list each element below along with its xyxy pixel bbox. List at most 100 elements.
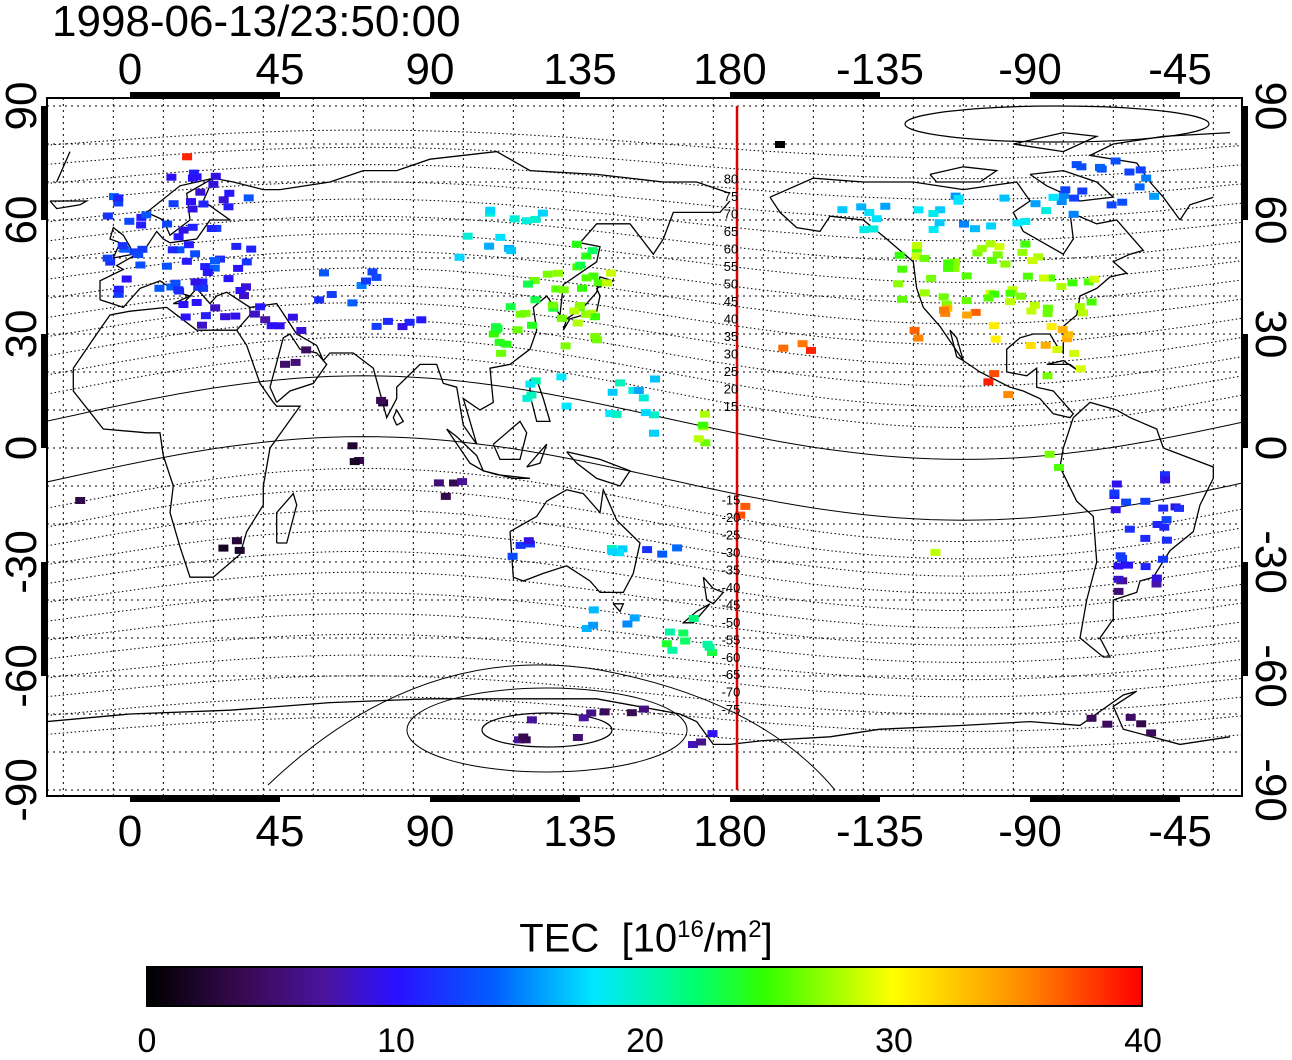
bottom-lon-label: 45 xyxy=(256,807,305,856)
tec-cell xyxy=(296,327,307,334)
tec-cell xyxy=(1089,275,1100,283)
tec-cell xyxy=(806,346,816,354)
tec-cell xyxy=(1123,561,1133,569)
contour-label: -30 xyxy=(722,545,741,560)
tec-cell xyxy=(642,546,653,554)
tec-cell xyxy=(195,188,206,196)
tec-cell xyxy=(911,252,922,260)
tec-cell xyxy=(113,194,124,202)
frame-bar xyxy=(730,796,880,802)
tec-cell xyxy=(243,194,254,202)
coastline xyxy=(49,200,90,210)
tec-cell xyxy=(515,310,526,318)
tec-cell xyxy=(457,478,468,486)
colorbar xyxy=(146,966,1143,1007)
tec-cell xyxy=(986,256,997,264)
tec-cell xyxy=(356,282,367,289)
bottom-lon-label: 180 xyxy=(693,807,766,856)
geomagnetic-contour xyxy=(47,353,1242,429)
geomagnetic-contour xyxy=(47,592,1242,646)
tec-cell xyxy=(775,141,785,148)
tec-cell xyxy=(934,219,945,227)
tec-cell xyxy=(1022,272,1033,280)
tec-cell xyxy=(588,606,599,614)
tec-cell xyxy=(649,429,659,437)
tec-cell xyxy=(667,646,678,654)
tec-cell xyxy=(602,279,613,287)
tec-cell xyxy=(989,370,1000,378)
tec-cell xyxy=(206,225,217,232)
colorbar-tick: 20 xyxy=(626,1022,664,1060)
tec-cell xyxy=(319,269,329,277)
tec-cell xyxy=(105,258,116,266)
tec-cell xyxy=(859,226,870,234)
contour-label: -45 xyxy=(722,597,741,612)
top-lon-label: -45 xyxy=(1148,45,1212,94)
tec-cell xyxy=(135,261,146,269)
tec-cell xyxy=(162,220,173,228)
tec-cell xyxy=(1113,562,1124,570)
tec-cell xyxy=(523,537,534,545)
tec-cell xyxy=(119,245,130,253)
coastline xyxy=(492,420,528,461)
left-lat-label: 30 xyxy=(0,310,46,359)
geomagnetic-contour xyxy=(47,571,1242,629)
colorbar-tick: 40 xyxy=(1124,1022,1162,1060)
tec-cell xyxy=(572,319,583,327)
tec-cell xyxy=(1174,504,1184,512)
tec-cell xyxy=(868,225,879,233)
tec-cell xyxy=(983,378,994,386)
left-lat-label: -30 xyxy=(0,530,46,594)
top-lon-label: 135 xyxy=(543,45,616,94)
tec-cell xyxy=(361,277,371,285)
tec-cell xyxy=(117,242,128,250)
tec-cell xyxy=(661,640,672,648)
tec-cell xyxy=(113,290,124,298)
bottom-lon-label: -45 xyxy=(1148,807,1212,856)
tec-cell xyxy=(572,734,583,741)
tec-cell xyxy=(1149,192,1160,200)
geomagnetic-contour xyxy=(47,530,1242,594)
frame-bar xyxy=(1242,562,1248,676)
tec-cell xyxy=(260,316,271,324)
tec-cell xyxy=(449,479,459,487)
tec-cell xyxy=(197,278,208,286)
contour-label: 60 xyxy=(724,242,738,257)
tec-cell xyxy=(141,211,152,219)
tec-cell xyxy=(210,304,221,312)
tec-cell xyxy=(943,259,954,267)
tec-cell xyxy=(989,290,1000,298)
frame-bar xyxy=(41,334,47,448)
contour-labels: 80 75 70 65 60 55 50 45 40 35 30 25 20 15 -15 -20 -25 -30… xyxy=(722,172,741,718)
top-lon-label: 45 xyxy=(256,45,305,94)
tec-cell xyxy=(970,225,980,233)
tec-cell xyxy=(1083,278,1094,286)
tec-cell xyxy=(433,479,444,487)
tec-cell xyxy=(173,233,184,241)
tec-cell xyxy=(1057,326,1068,334)
geomagnetic-contour xyxy=(47,436,1242,521)
tec-cell xyxy=(688,615,699,622)
tec-cell xyxy=(1020,240,1031,248)
tec-cell xyxy=(551,285,562,293)
tec-cell xyxy=(587,247,598,255)
tec-cell xyxy=(1041,207,1052,215)
tec-cell xyxy=(935,206,946,214)
tec-cell xyxy=(588,272,599,280)
tec-cell xyxy=(1016,292,1027,300)
tec-cell xyxy=(1005,289,1016,297)
tec-cell xyxy=(178,301,189,308)
frame-bar xyxy=(430,92,580,98)
tec-cell xyxy=(522,217,532,225)
tec-cell xyxy=(649,411,659,419)
colorbar-tick: 30 xyxy=(875,1022,913,1060)
tec-cell xyxy=(1063,331,1074,339)
tec-cell xyxy=(581,625,592,632)
tec-cell xyxy=(505,303,516,311)
tec-cell xyxy=(241,258,252,266)
contour-label: 40 xyxy=(724,312,738,327)
tec-cell xyxy=(962,311,973,319)
tec-cell xyxy=(1158,555,1168,563)
tec-cell xyxy=(1095,163,1105,171)
colorbar-units-exp2: 2 xyxy=(748,916,762,943)
